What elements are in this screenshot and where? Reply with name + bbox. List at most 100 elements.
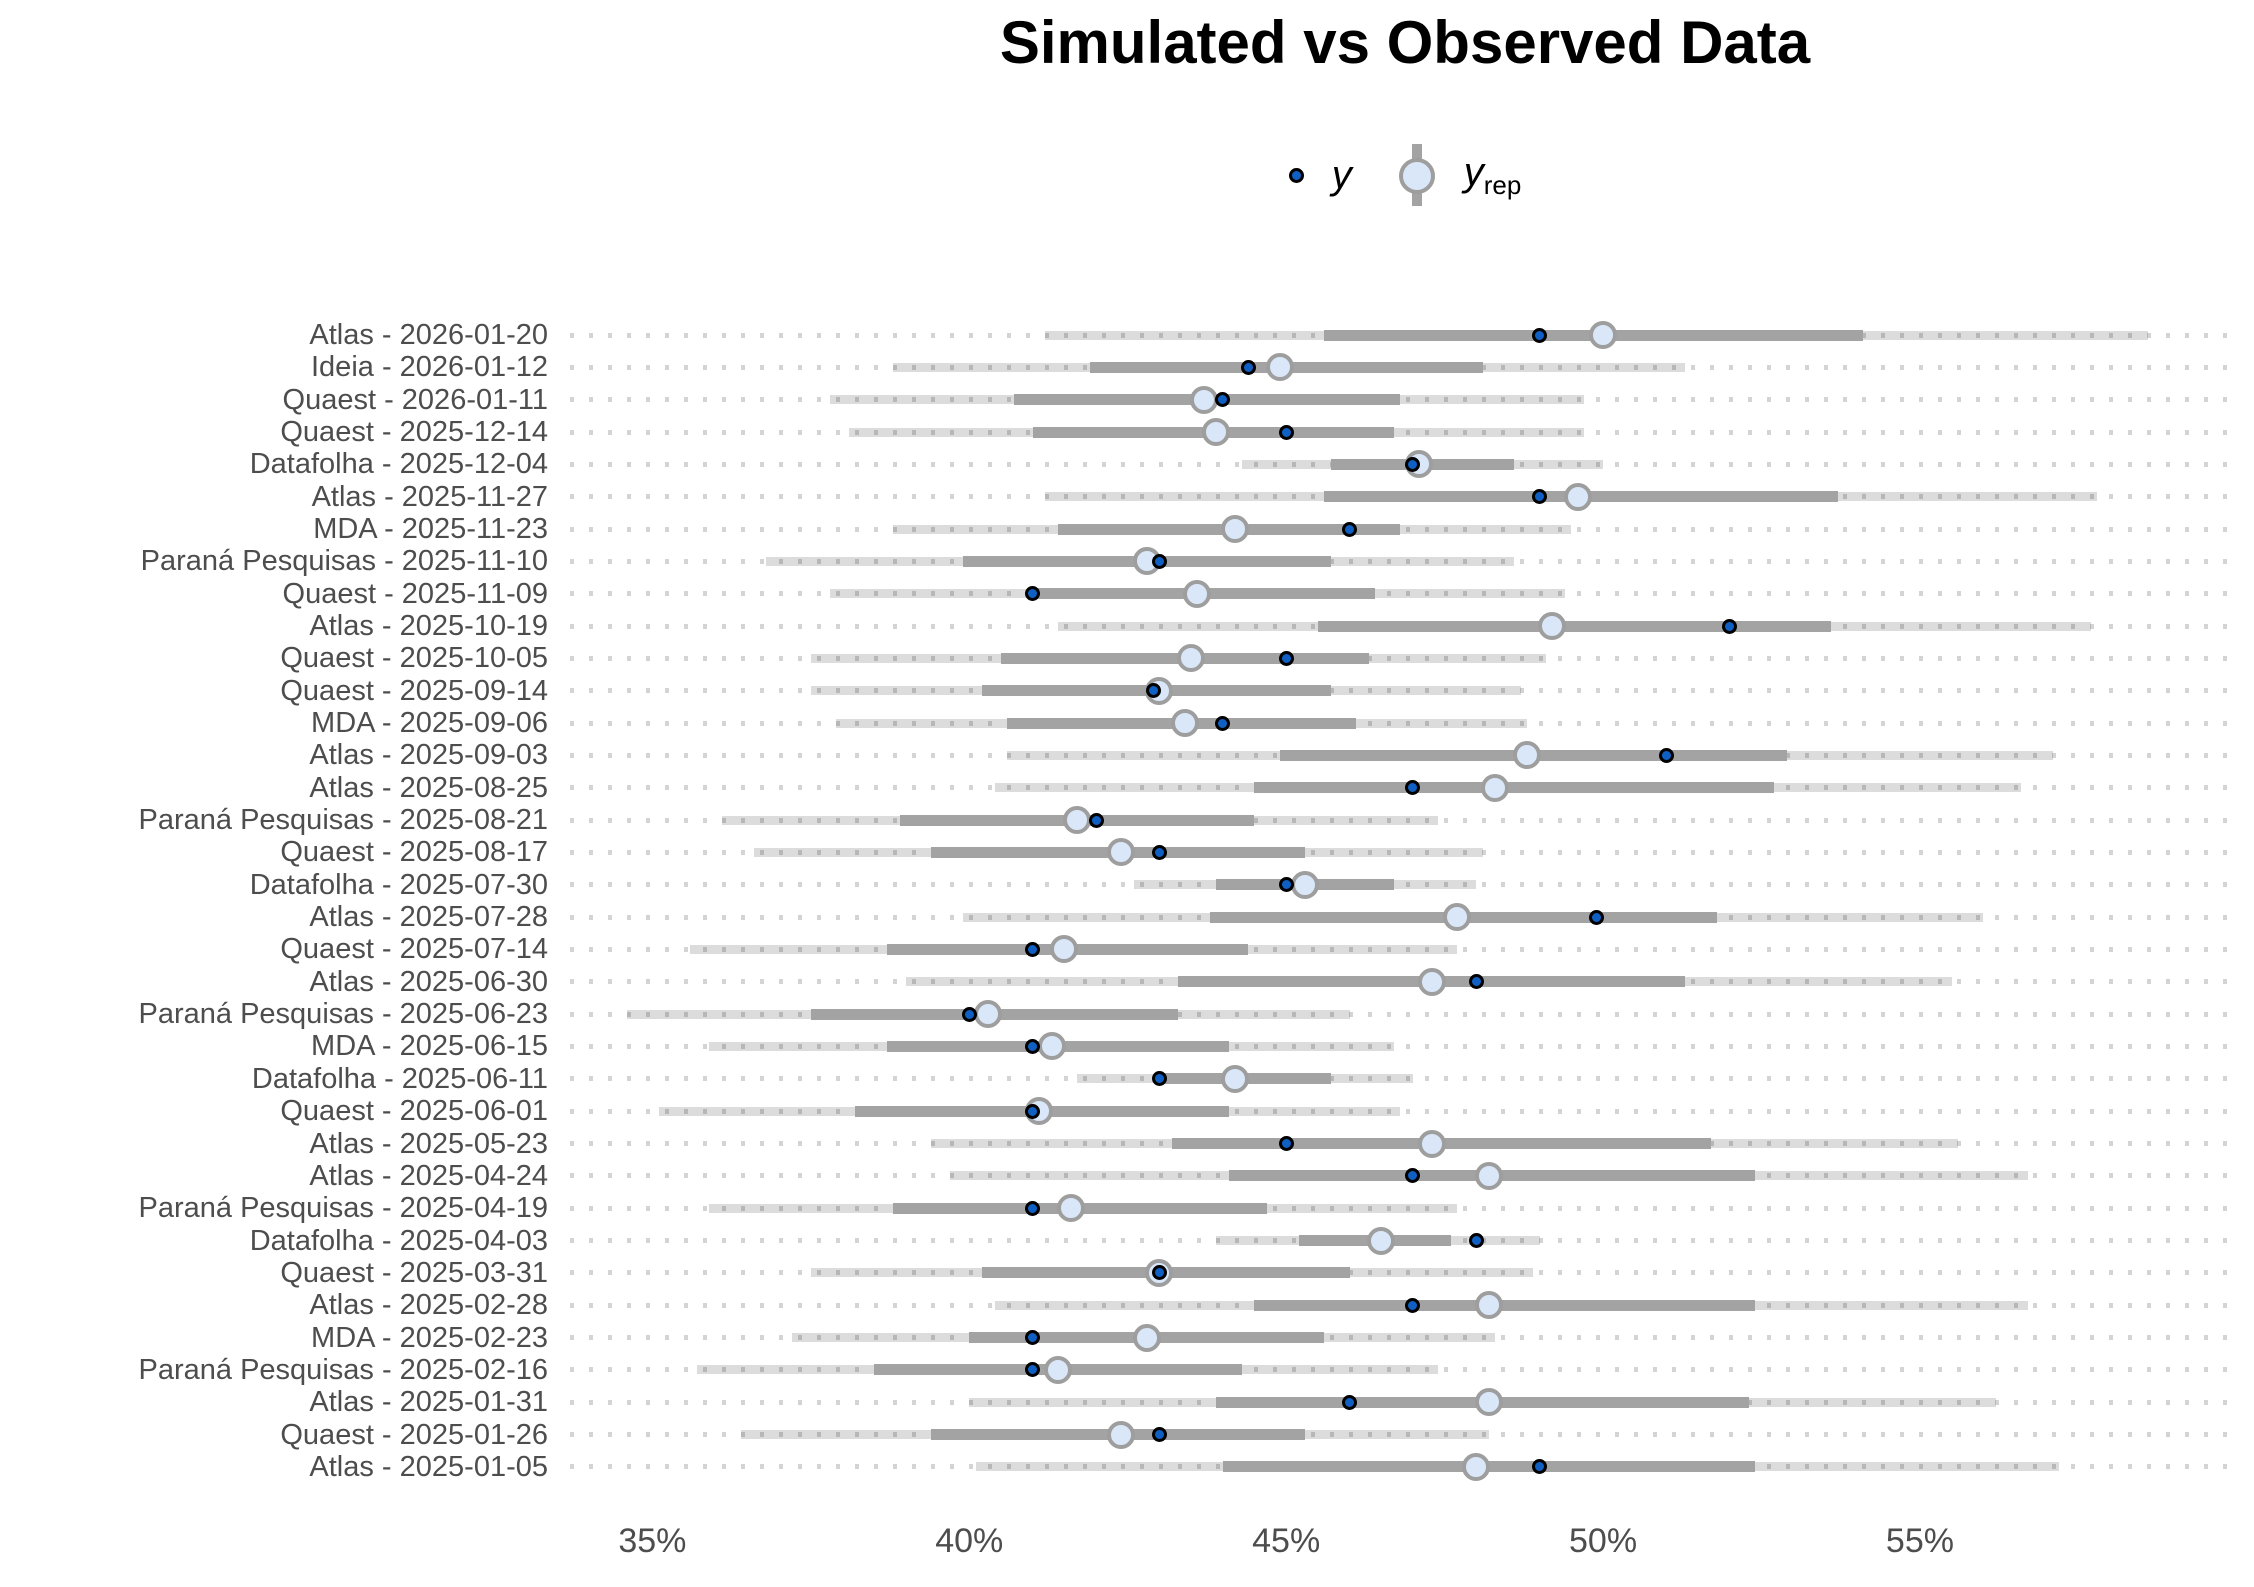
row-label: Paraná Pesquisas - 2025-06-23	[138, 998, 548, 1031]
yrep-median-marker	[1177, 644, 1206, 673]
yrep-median-marker	[1170, 709, 1199, 738]
row-dotted-guide	[570, 849, 2240, 855]
y-observed-marker	[1025, 1200, 1041, 1216]
y-observed-marker	[1278, 424, 1294, 440]
y-observed-marker	[1151, 1265, 1167, 1281]
row-label: Quaest - 2025-09-14	[280, 674, 548, 707]
yrep-median-marker	[1443, 903, 1472, 932]
yrep-median-marker	[1145, 1258, 1174, 1287]
row-dotted-guide	[570, 720, 2240, 726]
row-label: MDA - 2025-11-23	[313, 513, 548, 546]
yrep-median-marker	[1202, 418, 1231, 447]
y-observed-marker	[1088, 812, 1104, 828]
y-observed-marker	[1151, 1071, 1167, 1087]
row-label: Atlas - 2025-05-23	[309, 1127, 548, 1160]
row-label: Quaest - 2025-11-09	[282, 577, 548, 610]
yrep-median-marker	[974, 1000, 1003, 1029]
yrep-median-marker	[1291, 870, 1320, 899]
row-dotted-guide	[570, 1270, 2240, 1276]
yrep-legend-circle	[1398, 158, 1435, 194]
y-observed-marker	[1025, 1038, 1041, 1054]
row-label: Atlas - 2025-04-24	[309, 1159, 548, 1192]
y-observed-marker	[1025, 586, 1041, 602]
row-dotted-guide	[570, 397, 2240, 403]
yrep-median-marker	[1474, 1161, 1503, 1190]
y-observed-marker	[961, 1006, 977, 1022]
x-axis-tick-label: 50%	[1569, 1522, 1638, 1560]
row-label: Quaest - 2025-01-26	[280, 1418, 548, 1451]
chart-title: Simulated vs Observed Data	[999, 9, 1811, 76]
y-observed-marker	[1405, 780, 1421, 796]
x-axis-tick-label: 55%	[1885, 1522, 1954, 1560]
row-label: Ideia - 2026-01-12	[311, 351, 548, 384]
row-dotted-guide	[570, 655, 2240, 661]
y-observed-marker	[1532, 1459, 1548, 1475]
row-label: Paraná Pesquisas - 2025-04-19	[138, 1192, 548, 1225]
row-label: Quaest - 2025-12-14	[280, 416, 548, 449]
x-axis-tick-label: 45%	[1252, 1522, 1321, 1560]
row-label: Quaest - 2025-10-05	[280, 642, 548, 675]
row-dotted-guide	[570, 817, 2240, 823]
yrep-median-marker	[1481, 773, 1510, 802]
y-observed-marker	[1151, 553, 1167, 569]
y-observed-marker	[1405, 456, 1421, 472]
row-label: Atlas - 2026-01-20	[309, 319, 548, 351]
legend-item-y: y	[1288, 153, 1352, 198]
row-label: Atlas - 2025-09-03	[309, 739, 548, 772]
row-dotted-guide	[570, 591, 2240, 597]
row-label: Quaest - 2025-03-31	[280, 1256, 548, 1289]
y-observed-marker	[1145, 683, 1161, 699]
row-label: MDA - 2025-09-06	[311, 707, 548, 740]
y-observed-marker	[1722, 618, 1738, 634]
row-dotted-guide	[570, 1076, 2240, 1082]
row-dotted-guide	[570, 1043, 2240, 1049]
y-observed-marker	[1278, 877, 1294, 893]
y-observed-marker	[1240, 359, 1256, 375]
yrep-median-marker	[1589, 321, 1618, 349]
row-label: Datafolha - 2025-04-03	[249, 1224, 548, 1257]
yrep-median-marker	[1221, 515, 1250, 544]
yrep-median-marker	[1183, 579, 1212, 608]
y-observed-marker	[1151, 1427, 1167, 1443]
y-observed-marker	[1151, 844, 1167, 860]
yrep-median-marker	[1474, 1291, 1503, 1320]
y-observed-marker	[1658, 747, 1674, 763]
y-observed-marker	[1405, 1297, 1421, 1313]
yrep-median-marker	[1221, 1064, 1250, 1093]
y-observed-marker	[1025, 1330, 1041, 1346]
yrep-median-marker	[1050, 935, 1079, 964]
row-dotted-guide	[570, 1205, 2240, 1211]
plot-panel	[570, 0, 2240, 1500]
yrep-median-marker	[1132, 1323, 1161, 1352]
row-label: MDA - 2025-06-15	[311, 1030, 548, 1063]
yrep-median-marker	[1417, 967, 1446, 996]
row-dotted-guide	[570, 1108, 2240, 1114]
row-label: Atlas - 2025-07-28	[309, 901, 548, 934]
inner-interval	[1254, 1299, 1756, 1311]
y-observed-marker	[1278, 1136, 1294, 1151]
y-observed-marker	[1532, 327, 1548, 343]
legend: y yrep	[570, 138, 2240, 212]
y-observed-marker	[1278, 650, 1294, 666]
row-label: Atlas - 2025-08-25	[309, 771, 548, 804]
x-axis-tick-label: 40%	[935, 1522, 1004, 1560]
row-label: Datafolha - 2025-07-30	[249, 868, 548, 901]
row-label: Atlas - 2025-01-31	[309, 1386, 548, 1419]
yrep-median-marker	[1367, 1226, 1396, 1255]
yrep-median-marker	[1189, 385, 1218, 414]
row-dotted-guide	[570, 1011, 2240, 1017]
yrep-legend-marker-icon	[1398, 144, 1436, 206]
row-label: Atlas - 2025-10-19	[309, 610, 548, 643]
row-label: Quaest - 2025-07-14	[280, 933, 548, 966]
yrep-median-marker	[1265, 353, 1294, 382]
y-observed-marker	[1405, 1168, 1421, 1184]
row-label: Datafolha - 2025-06-11	[251, 1062, 548, 1095]
yrep-median-marker	[1107, 838, 1136, 867]
yrep-median-marker	[1462, 1452, 1491, 1481]
row-dotted-guide	[570, 1432, 2240, 1438]
legend-label-yrep: yrep	[1463, 149, 1522, 200]
row-label: Atlas - 2025-01-05	[309, 1450, 548, 1483]
yrep-median-marker	[1417, 1129, 1446, 1158]
row-label: Quaest - 2026-01-11	[282, 383, 548, 416]
